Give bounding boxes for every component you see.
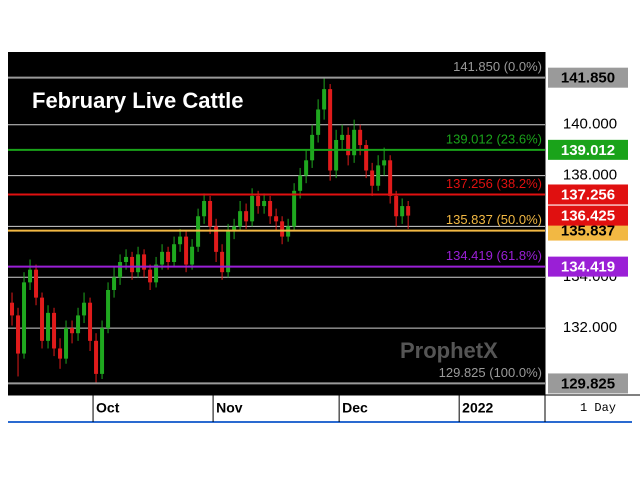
x-tick-label: 2022 <box>462 400 493 416</box>
y-tick-label: 140.000 <box>563 116 617 133</box>
price-box <box>548 67 628 88</box>
fib-label: 129.825 (100.0%) <box>439 365 542 380</box>
candle-body <box>358 129 363 146</box>
candle-body <box>244 211 249 222</box>
candle-body <box>298 175 303 191</box>
price-box-label: 129.825 <box>561 375 615 392</box>
chart-title: February Live Cattle <box>32 88 244 113</box>
candle-body <box>148 269 153 283</box>
candle-body <box>232 226 237 232</box>
candle-body <box>184 236 189 265</box>
price-box <box>548 256 628 277</box>
price-box-label: 134.419 <box>561 259 615 276</box>
candle-body <box>160 251 165 265</box>
candle-body <box>136 254 141 273</box>
x-tick-label: Nov <box>216 400 243 416</box>
candle-body <box>28 269 33 283</box>
candle-body <box>34 269 39 298</box>
candle-body <box>352 129 357 156</box>
candle-body <box>16 315 21 354</box>
candle-body <box>208 200 213 227</box>
candle-body <box>64 328 69 359</box>
candle-body <box>166 251 171 263</box>
candle-body <box>220 251 225 273</box>
price-box <box>548 139 628 160</box>
candle-body <box>112 277 117 290</box>
candle-body <box>130 256 135 273</box>
candle-body <box>262 200 267 207</box>
candle-body <box>94 340 99 374</box>
interval-label: 1 Day <box>580 401 616 415</box>
candle-body <box>142 254 147 270</box>
candle-body <box>292 190 297 227</box>
x-tick-label: Oct <box>96 400 120 416</box>
fib-label: 137.256 (38.2%) <box>446 176 542 191</box>
price-box <box>548 184 628 205</box>
candle-body <box>328 89 333 171</box>
candle-body <box>400 206 405 217</box>
price-box <box>548 373 628 394</box>
fib-label: 134.419 (61.8%) <box>446 248 542 263</box>
candle-body <box>316 109 321 135</box>
candle-body <box>52 312 57 349</box>
candle-body <box>124 256 129 263</box>
candle-body <box>58 348 63 359</box>
candle-body <box>178 236 183 245</box>
candle-body <box>82 302 87 316</box>
candle-body <box>76 315 81 334</box>
price-box-label: 137.256 <box>561 186 615 203</box>
candle-body <box>154 264 159 283</box>
candle-body <box>214 226 219 252</box>
candle-body <box>10 302 15 316</box>
candle-body <box>88 302 93 341</box>
fib-label: 135.837 (50.0%) <box>446 212 542 227</box>
candle-body <box>250 195 255 222</box>
x-tick-label: Dec <box>342 400 368 416</box>
candle-body <box>226 231 231 273</box>
candle-body <box>310 134 315 161</box>
y-tick-label: 138.000 <box>563 167 617 184</box>
candle-body <box>190 246 195 265</box>
price-box-label: 141.850 <box>561 70 615 87</box>
price-box-label: 135.837 <box>561 223 615 240</box>
candle-body <box>334 139 339 171</box>
candle-body <box>172 244 177 263</box>
candle-body <box>118 262 123 278</box>
candle-body <box>22 282 27 354</box>
candle-body <box>238 211 243 227</box>
candle-body <box>274 216 279 222</box>
price-box-label: 139.012 <box>561 142 615 159</box>
candle-body <box>40 297 45 341</box>
candle-body <box>370 170 375 186</box>
candle-body <box>340 134 345 140</box>
candle-body <box>382 160 387 166</box>
candle-body <box>268 200 273 217</box>
candle-body <box>388 160 393 196</box>
candle-body <box>346 134 351 156</box>
last-price-box <box>548 205 628 226</box>
fib-label: 139.012 (23.6%) <box>446 131 542 146</box>
candle-body <box>106 289 111 329</box>
last-price-label: 136.425 <box>561 208 615 225</box>
candle-body <box>70 328 75 334</box>
candle-body <box>364 145 369 171</box>
candle-body <box>46 312 51 341</box>
candle-body <box>280 221 285 237</box>
candle-body <box>406 206 411 216</box>
y-tick-label: 132.000 <box>563 319 617 336</box>
fib-label: 141.850 (0.0%) <box>453 59 542 74</box>
candle-body <box>394 195 399 217</box>
candle-body <box>376 165 381 186</box>
candle-body <box>304 160 309 176</box>
candle-body <box>256 195 261 207</box>
candle-body <box>202 200 207 217</box>
watermark: ProphetX <box>400 338 498 363</box>
candle-body <box>322 89 327 110</box>
candle-body <box>100 328 105 374</box>
